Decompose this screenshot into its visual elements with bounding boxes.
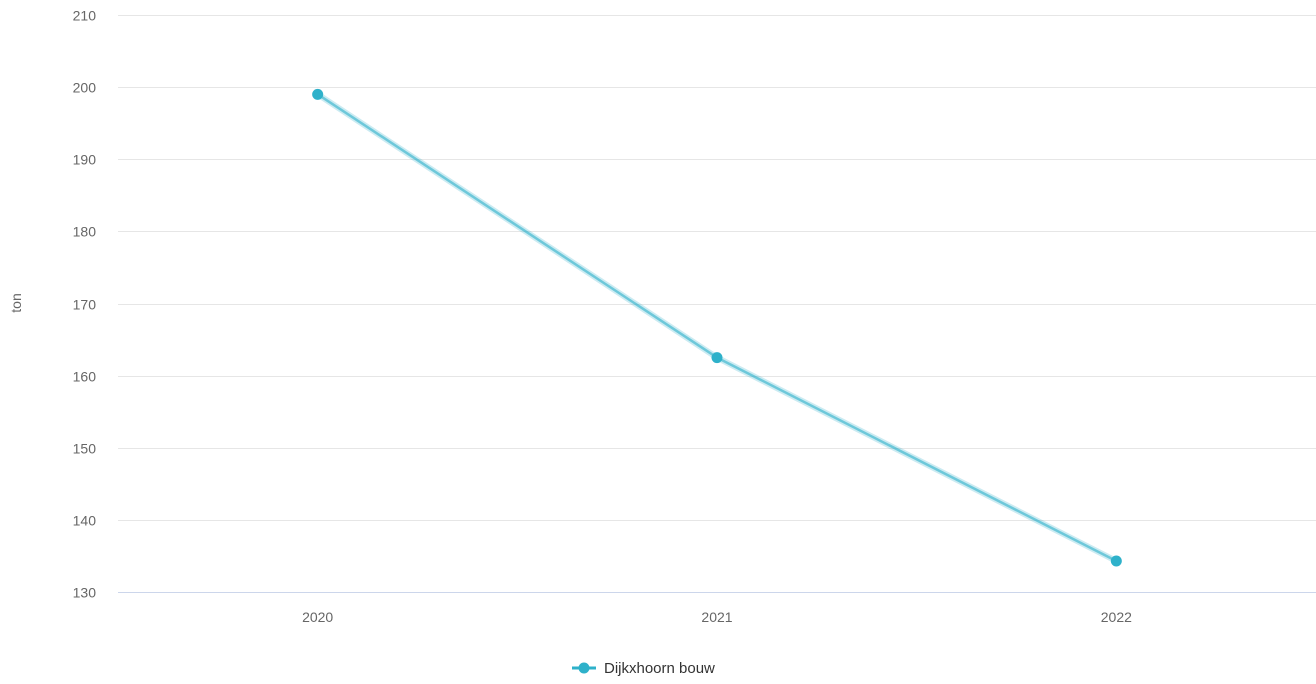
data-point-2021[interactable]	[711, 352, 723, 364]
y-tick-label: 180	[73, 224, 97, 240]
legend-point-marker	[578, 662, 590, 674]
legend[interactable]: Dijkxhoorn bouw	[572, 660, 715, 677]
x-tick-label: 2022	[1101, 609, 1132, 625]
gridlines	[118, 15, 1316, 593]
y-tick-label: 190	[73, 152, 97, 168]
data-point-2022[interactable]	[1110, 555, 1122, 567]
series-line	[316, 93, 1118, 563]
y-tick-label: 130	[73, 585, 97, 601]
series-line-halo	[314, 91, 1120, 564]
y-tick-label: 140	[73, 513, 97, 529]
y-tick-label: 170	[73, 297, 97, 313]
x-tick-label: 2021	[701, 609, 732, 625]
legend-item-label[interactable]: Dijkxhoorn bouw	[604, 660, 715, 677]
y-tick-label: 200	[73, 80, 97, 96]
y-tick-label: 150	[73, 441, 97, 457]
y-axis-title: ton	[8, 293, 24, 312]
y-tick-label: 160	[73, 369, 97, 385]
x-tick-label: 2020	[302, 609, 333, 625]
data-point-2020[interactable]	[312, 88, 324, 100]
y-tick-label: 210	[73, 8, 97, 24]
series-layer	[312, 88, 1122, 567]
y-axis-ticks: 130 140 150 160 170 180 190 200 210	[73, 8, 97, 601]
x-axis-ticks: 2020 2021 2022	[302, 609, 1132, 625]
